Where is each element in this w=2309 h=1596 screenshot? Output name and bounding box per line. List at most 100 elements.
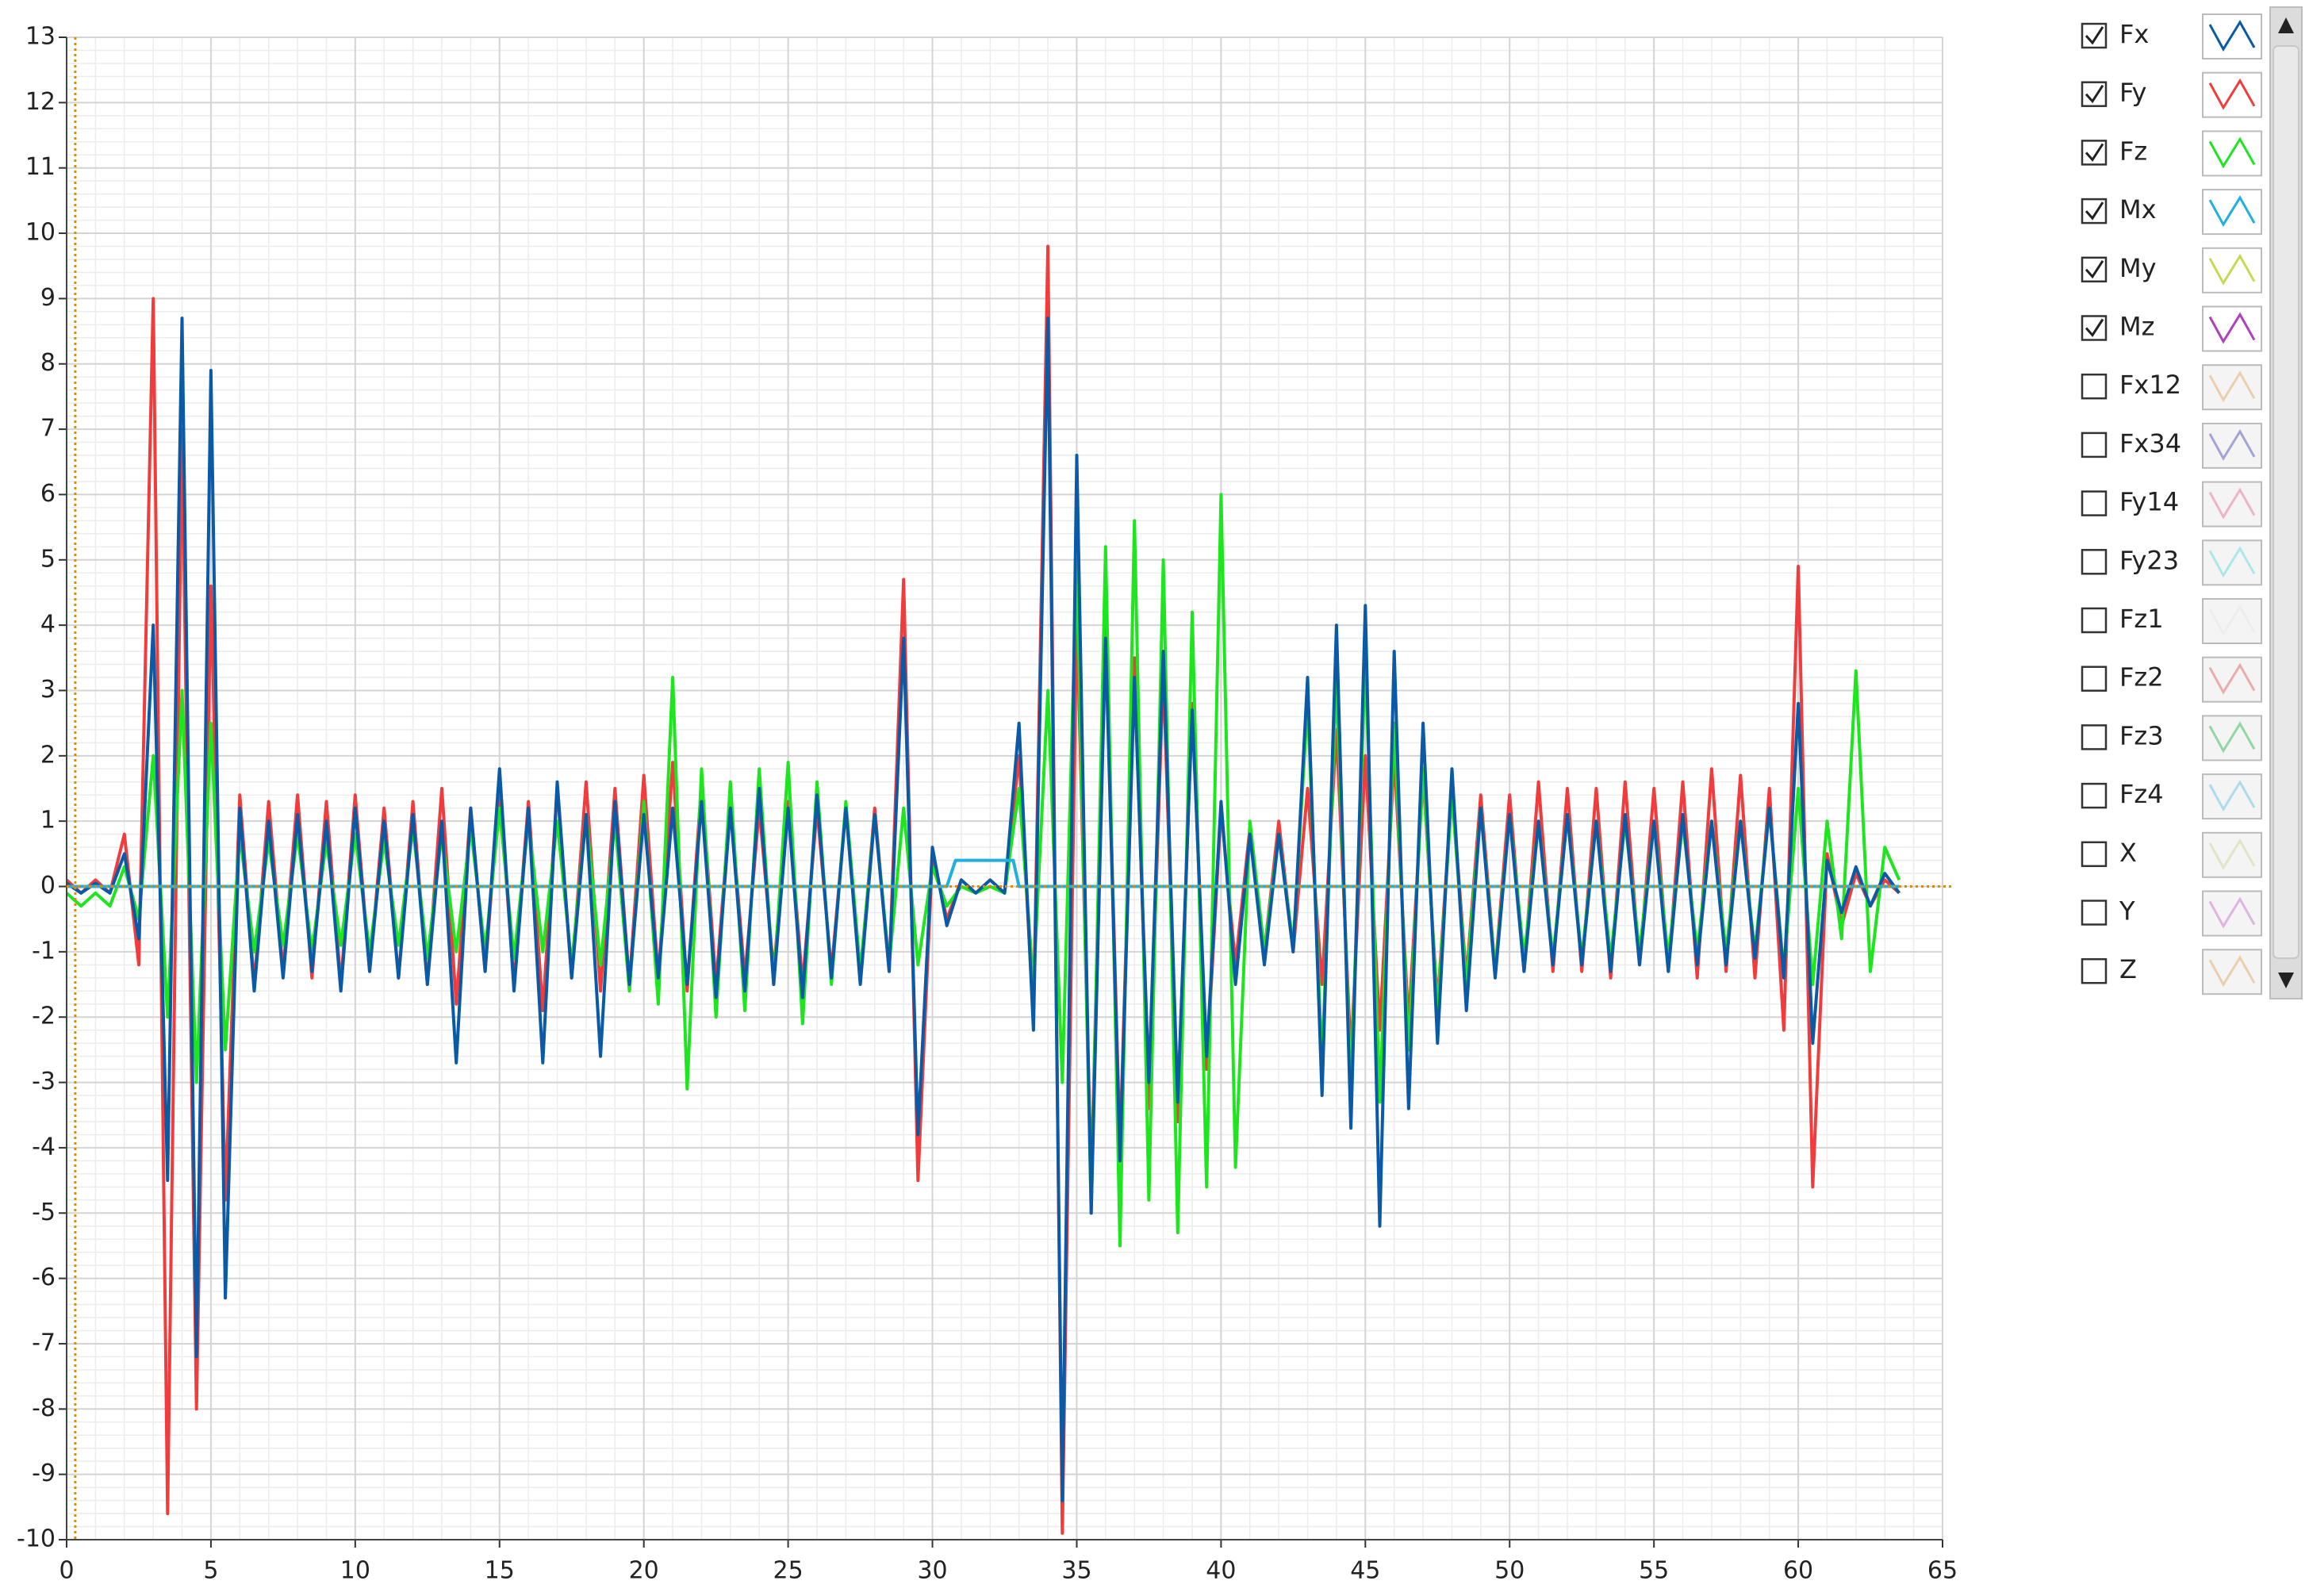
legend-label: Fz1 (2119, 604, 2164, 634)
y-tick-label: 7 (40, 415, 56, 443)
checkbox[interactable] (2081, 432, 2108, 458)
y-tick-label: -8 (32, 1395, 56, 1422)
y-tick-label: -2 (32, 1003, 56, 1030)
plot-area (67, 37, 1943, 1540)
x-tick-label: 35 (1061, 1557, 1091, 1585)
legend-item[interactable]: Fy (2081, 71, 2262, 118)
x-tick-label: 45 (1350, 1557, 1380, 1585)
legend-item[interactable]: Fx34 (2081, 422, 2262, 469)
x-tick-label: 20 (629, 1557, 659, 1585)
x-tick-label: 50 (1494, 1557, 1525, 1585)
legend-swatch (2208, 253, 2256, 286)
legend-item[interactable]: My (2081, 247, 2262, 293)
checkbox[interactable] (2081, 666, 2108, 692)
scroll-thumb[interactable] (2273, 45, 2299, 959)
legend-item[interactable]: Fy14 (2081, 481, 2262, 528)
check-mark (2085, 143, 2104, 162)
y-tick-label: 2 (40, 741, 56, 769)
checkbox[interactable] (2081, 782, 2108, 809)
legend-label: Fy14 (2119, 487, 2179, 517)
check-mark (2085, 26, 2104, 45)
legend-swatch (2208, 487, 2256, 520)
checkbox[interactable] (2081, 549, 2108, 575)
y-tick-label: -4 (32, 1133, 56, 1161)
y-tick-label: 6 (40, 480, 56, 508)
legend-label: Fy (2119, 78, 2146, 108)
legend-item[interactable]: Fx (2081, 13, 2262, 59)
legend-swatch (2208, 604, 2256, 636)
checkbox[interactable] (2081, 841, 2108, 868)
axes: 0 5 10 15 20 25 30 35 40 45 50 55 60 65-10-9-8-7-6-5-… (17, 23, 1958, 1585)
x-tick-label: 10 (340, 1557, 370, 1585)
y-tick-label: -1 (32, 937, 56, 965)
legend-item[interactable]: Fz1 (2081, 598, 2262, 644)
legend-label: Fz3 (2119, 720, 2164, 750)
legend-label: Fx34 (2119, 428, 2181, 458)
legend-item[interactable]: Fx12 (2081, 364, 2262, 411)
scrollbar[interactable] (2269, 6, 2303, 999)
y-tick-label: 9 (40, 284, 56, 312)
legend-item[interactable]: Mx (2081, 189, 2262, 236)
legend-swatch-frame (2202, 364, 2262, 411)
x-tick-label: 65 (1927, 1557, 1958, 1585)
check-mark (2085, 201, 2104, 221)
legend-item[interactable]: Mz (2081, 305, 2262, 352)
y-tick-label: 8 (40, 349, 56, 377)
legend-label: Z (2119, 954, 2137, 984)
y-tick-label: 0 (40, 872, 56, 900)
x-tick-label: 5 (203, 1557, 218, 1585)
legend-item[interactable]: Y (2081, 890, 2262, 937)
y-tick-label: 5 (40, 545, 56, 573)
y-tick-label: 11 (25, 153, 56, 181)
checkbox[interactable] (2081, 724, 2108, 750)
legend-swatch (2208, 838, 2256, 870)
check-mark (2085, 259, 2104, 279)
legend-label: Fz4 (2119, 779, 2164, 809)
checkbox[interactable] (2081, 490, 2108, 516)
y-tick-label: 12 (25, 88, 56, 116)
legend-item[interactable]: Fz2 (2081, 656, 2262, 703)
checkbox[interactable] (2081, 957, 2108, 984)
x-tick-label: 55 (1639, 1557, 1669, 1585)
checkbox[interactable] (2081, 607, 2108, 634)
y-tick-label: 13 (25, 23, 56, 51)
legend-item[interactable]: Fz4 (2081, 773, 2262, 820)
legend-swatch (2208, 896, 2256, 929)
legend-item[interactable]: Fz3 (2081, 715, 2262, 762)
y-tick-label: -10 (17, 1525, 56, 1553)
y-tick-label: -5 (32, 1199, 56, 1226)
y-tick-label: 10 (25, 219, 56, 247)
y-tick-label: -7 (32, 1329, 56, 1356)
legend[interactable]: Fx Fy Fz Mx My Mz Fx12 Fx34 Fy14 Fy23 Fz1 Fz2 Fz3 Fz4… (2081, 13, 2262, 996)
legend-item[interactable]: Fy23 (2081, 539, 2262, 586)
scroll-down[interactable] (2278, 973, 2294, 988)
y-tick-label: 1 (40, 807, 56, 834)
legend-label: Mz (2119, 312, 2154, 342)
check-mark (2085, 84, 2104, 104)
x-tick-label: 60 (1783, 1557, 1813, 1585)
legend-label: Fz (2119, 136, 2147, 166)
legend-swatch (2208, 721, 2256, 754)
legend-label: Fy23 (2119, 545, 2179, 575)
y-tick-label: -3 (32, 1068, 56, 1095)
y-tick-label: 3 (40, 676, 56, 704)
x-tick-label: 25 (773, 1557, 804, 1585)
legend-swatch (2208, 312, 2256, 344)
legend-swatch (2208, 20, 2256, 52)
legend-swatch (2208, 428, 2256, 461)
legend-item[interactable]: Z (2081, 949, 2262, 996)
scroll-up[interactable] (2278, 17, 2294, 33)
legend-swatch (2208, 662, 2256, 695)
legend-label: Fz2 (2119, 662, 2164, 692)
legend-label: X (2119, 838, 2137, 868)
legend-swatch (2208, 136, 2256, 169)
checkbox[interactable] (2081, 900, 2108, 926)
x-tick-label: 40 (1206, 1557, 1236, 1585)
legend-swatch (2208, 546, 2256, 578)
checkbox[interactable] (2081, 373, 2108, 400)
legend-item[interactable]: X (2081, 831, 2262, 878)
x-tick-label: 0 (59, 1557, 74, 1585)
legend-item[interactable]: Fz (2081, 130, 2262, 177)
